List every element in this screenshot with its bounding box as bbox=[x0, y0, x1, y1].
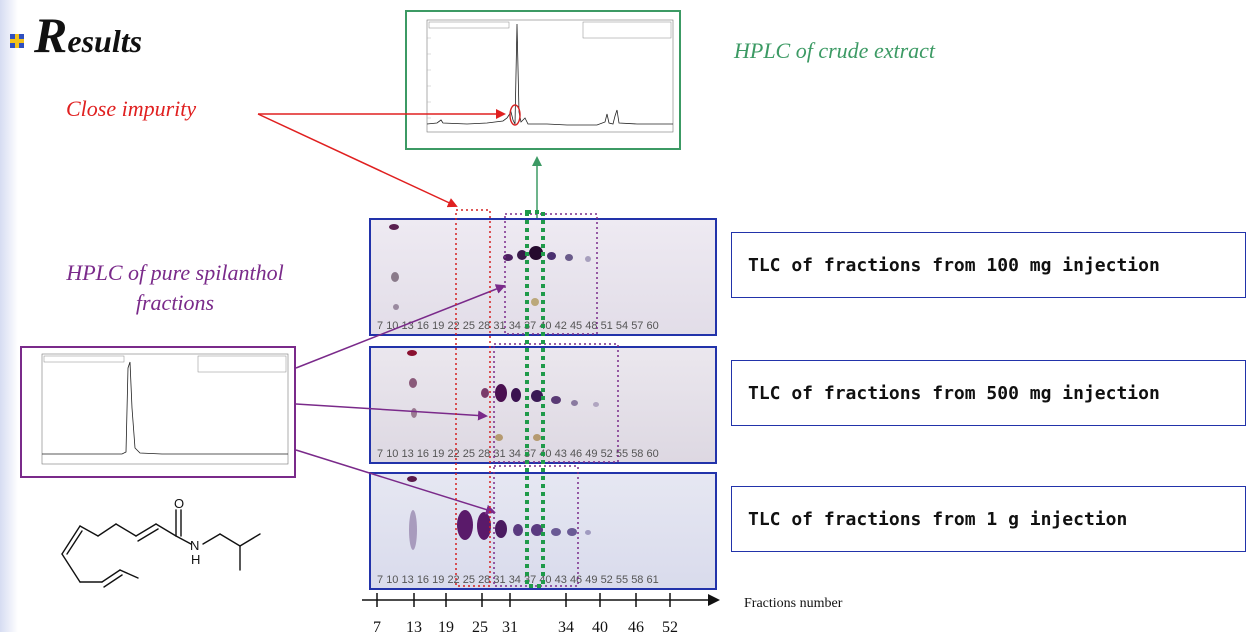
caption-hplc-crude: HPLC of crude extract bbox=[734, 38, 936, 63]
atom-n: N bbox=[190, 538, 199, 553]
caption-hplc-pure-line1: HPLC of pure spilanthol bbox=[66, 260, 284, 285]
axis-title: Fractions number bbox=[744, 596, 843, 611]
fractions-axis bbox=[362, 593, 720, 607]
axis-tick-label: 40 bbox=[592, 619, 608, 636]
atom-h: H bbox=[191, 552, 200, 567]
axis-tick-label: 52 bbox=[662, 619, 678, 636]
axis-tick-label: 31 bbox=[502, 619, 518, 636]
caption-hplc-pure-line2: fractions bbox=[135, 290, 215, 315]
tlc-2-lane-labels: 7 10 13 16 19 22 25 28 31 34 37 40 43 46… bbox=[377, 448, 659, 460]
bullet-icon bbox=[10, 34, 24, 48]
title-rest: esults bbox=[67, 23, 143, 59]
axis-tick-label: 46 bbox=[628, 619, 644, 636]
sidebar-gradient bbox=[0, 0, 18, 632]
tlc-plate-500mg: 7 10 13 16 19 22 25 28 31 34 37 40 43 46… bbox=[369, 346, 717, 464]
tlc-caption-1g: TLC of fractions from 1 g injection bbox=[731, 486, 1246, 552]
tlc-caption-100mg: TLC of fractions from 100 mg injection bbox=[731, 232, 1246, 298]
tlc-plate-100mg: 7 10 13 16 19 22 25 28 31 34 37 40 42 45… bbox=[369, 218, 717, 336]
title-initial: R bbox=[34, 7, 68, 63]
axis-tick-label: 19 bbox=[438, 619, 454, 636]
tlc-plate-1g: 7 10 13 16 19 22 25 28 31 34 37 40 43 46… bbox=[369, 472, 717, 590]
atom-o: O bbox=[174, 496, 184, 511]
hplc-pure-chromatogram bbox=[20, 346, 296, 478]
hplc-crude-chromatogram bbox=[405, 10, 681, 150]
tlc-3-lane-labels: 7 10 13 16 19 22 25 28 31 34 37 40 43 46… bbox=[377, 574, 659, 586]
axis-tick-label: 7 bbox=[373, 619, 381, 636]
hplc-crude-trace bbox=[426, 19, 674, 133]
hplc-pure-trace bbox=[41, 353, 289, 465]
tlc-1-lane-labels: 7 10 13 16 19 22 25 28 31 34 37 40 42 45… bbox=[377, 320, 659, 332]
axis-tick-label: 25 bbox=[472, 619, 488, 636]
caption-hplc-pure: HPLC of pure spilanthol fractions bbox=[40, 258, 310, 318]
axis-tick-label: 34 bbox=[558, 619, 574, 636]
caption-close-impurity: Close impurity bbox=[66, 96, 197, 121]
axis-tick-label: 13 bbox=[406, 619, 422, 636]
tlc-caption-500mg: TLC of fractions from 500 mg injection bbox=[731, 360, 1246, 426]
spilanthol-structure: O N H bbox=[61, 496, 261, 588]
